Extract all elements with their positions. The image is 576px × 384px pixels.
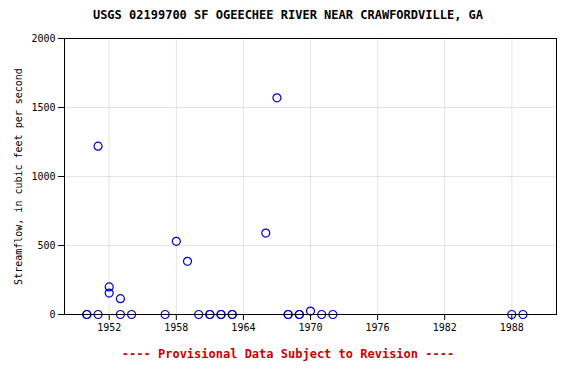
svg-text:500: 500 bbox=[37, 240, 55, 251]
svg-text:Streamflow, in cubic feet per: Streamflow, in cubic feet per second bbox=[13, 68, 24, 285]
svg-text:1964: 1964 bbox=[231, 322, 255, 333]
svg-text:1988: 1988 bbox=[500, 322, 524, 333]
svg-text:1000: 1000 bbox=[31, 171, 55, 182]
svg-text:1958: 1958 bbox=[164, 322, 188, 333]
html-text:---- Provisional Data Subject: ---- Provisional Data Subject to Revisio… bbox=[121, 347, 455, 361]
svg-text:1976: 1976 bbox=[366, 322, 390, 333]
svg-text:1970: 1970 bbox=[298, 322, 322, 333]
svg-text:1952: 1952 bbox=[97, 322, 121, 333]
svg-text:1982: 1982 bbox=[433, 322, 457, 333]
svg-text:0: 0 bbox=[49, 309, 55, 320]
svg-text:1500: 1500 bbox=[31, 102, 55, 113]
svg-text:2000: 2000 bbox=[31, 33, 55, 44]
html-text:USGS 02199700 SF OGEECHEE RIVE: USGS 02199700 SF OGEECHEE RIVER NEAR CRA… bbox=[92, 8, 484, 22]
